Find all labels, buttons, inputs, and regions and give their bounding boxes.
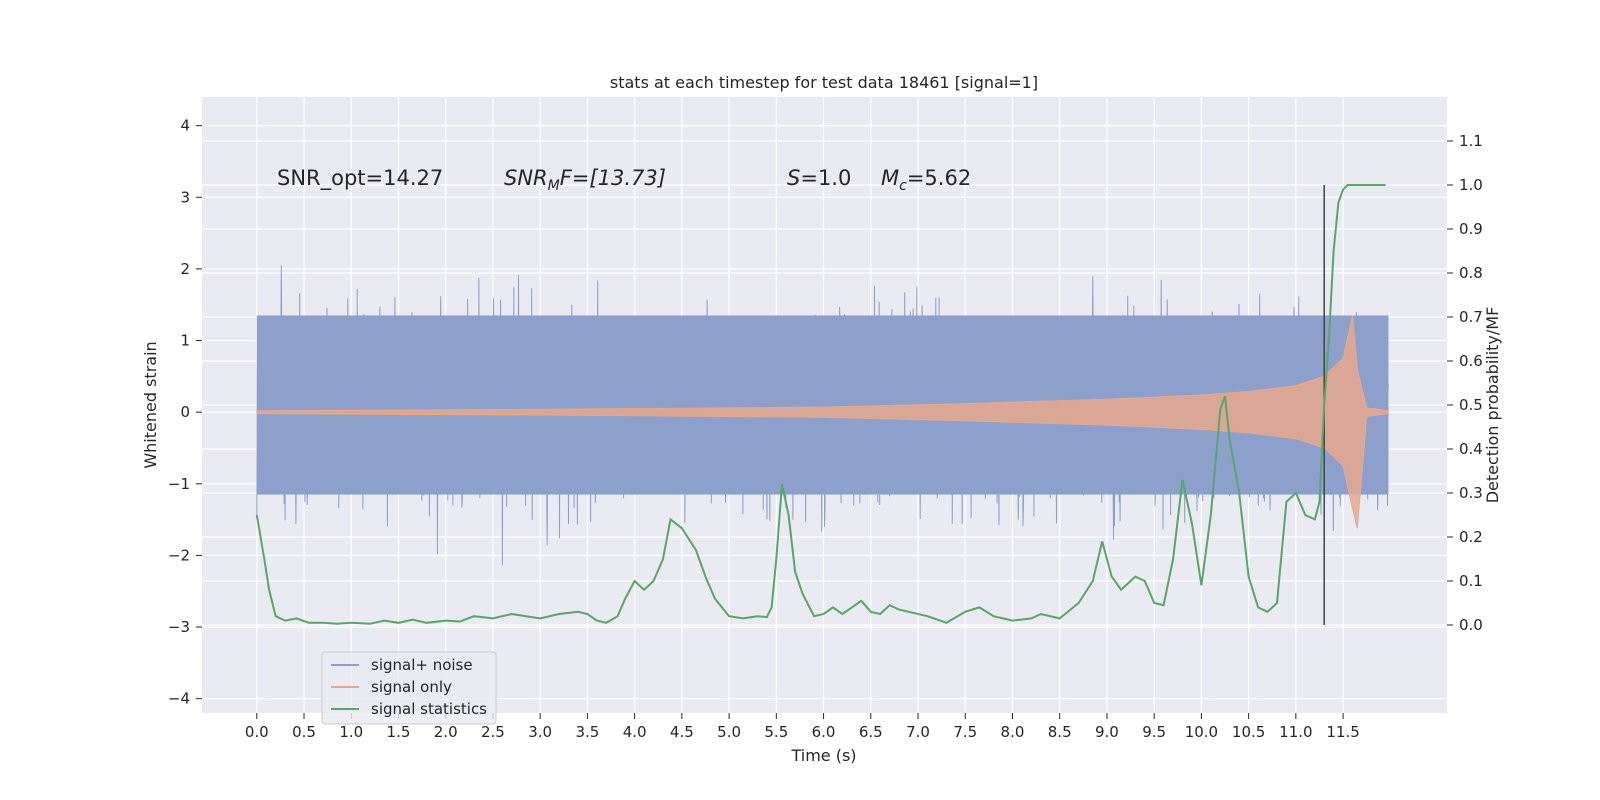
- x-tick-label: 11.0: [1279, 723, 1312, 741]
- axes: 0.0 0.5 1.0 1.5 2.0 2.5 3.0 3.5 4.0 4.5 5.0 5.5 6.0 6…: [168, 117, 1483, 741]
- legend-box: [321, 651, 497, 725]
- legend-label-signal-statistics: signal statistics: [371, 700, 487, 718]
- x-tick-label: 11.5: [1326, 723, 1359, 741]
- annotation-snr-mf-sub: M: [548, 178, 560, 194]
- annotation-mc-main: M: [881, 166, 899, 190]
- legend-label-signal-only: signal only: [371, 678, 452, 696]
- x-tick-label: 6.5: [859, 723, 883, 741]
- x-tick-label: 2.5: [481, 723, 505, 741]
- y-tick-label-left: 3: [180, 188, 190, 206]
- x-tick-label: 5.5: [764, 723, 788, 741]
- x-tick-label: 6.0: [812, 723, 836, 741]
- annotation-snr-opt: SNR_opt=14.27: [277, 166, 443, 191]
- series-signal-only: [256, 315, 1389, 529]
- data-layer: [255, 184, 1389, 625]
- y-tick-label-right: 0.4: [1459, 440, 1483, 458]
- x-tick-label: 1.5: [387, 723, 411, 741]
- annotation-snr-mf-rest-italic: F=[13.73]: [560, 166, 666, 190]
- y-axis-label-right: Detection probability/MF: [1483, 307, 1502, 504]
- y-tick-label-left: 1: [180, 332, 190, 350]
- x-tick-label: 3.5: [575, 723, 599, 741]
- x-tick-label: 10.0: [1185, 723, 1218, 741]
- annotation-s-rest: =1.0: [800, 166, 851, 190]
- x-tick-label: 0.5: [292, 723, 316, 741]
- annotation-mc: Mc=5.62: [881, 166, 971, 194]
- x-tick-label: 7.0: [906, 723, 930, 741]
- annotation-snr-mf-main: SNR: [504, 166, 548, 190]
- y-tick-label-left: −3: [168, 618, 190, 636]
- x-tick-label: 1.0: [339, 723, 363, 741]
- chart-title: stats at each timestep for test data 184…: [610, 73, 1038, 92]
- x-tick-label: 2.0: [434, 723, 458, 741]
- x-tick-label: 4.0: [623, 723, 647, 741]
- legend: signal+ noise signal only signal statist…: [321, 651, 497, 725]
- y-tick-label-right: 0.7: [1459, 308, 1483, 326]
- series-signal-statistics: [255, 184, 1386, 625]
- y-tick-label-left: 2: [180, 260, 190, 278]
- x-tick-label: 7.5: [953, 723, 977, 741]
- annotation-s: S=1.0: [787, 166, 851, 190]
- y-tick-label-left: 0: [180, 403, 190, 421]
- x-axis-label: Time (s): [790, 746, 856, 765]
- y-tick-label-left: −4: [168, 690, 190, 708]
- y-tick-label-right: 0.3: [1459, 484, 1483, 502]
- y-tick-label-left: −1: [168, 475, 190, 493]
- y-tick-label-right: 1.1: [1459, 132, 1483, 150]
- annotation-snr-mf: SNRMF=[13.73]: [504, 166, 666, 194]
- x-tick-label: 8.0: [1001, 723, 1025, 741]
- annotation-s-main: S: [787, 166, 800, 190]
- y-tick-label-right: 1.0: [1459, 176, 1483, 194]
- y-axis-label-left: Whitened strain: [141, 341, 160, 468]
- series-signal-noise: [256, 265, 1389, 565]
- x-tick-label: 5.0: [717, 723, 741, 741]
- x-tick-label: 3.0: [528, 723, 552, 741]
- annotation-mc-rest: =5.62: [907, 166, 971, 190]
- x-tick-label: 9.0: [1095, 723, 1119, 741]
- x-tick-label: 9.5: [1142, 723, 1166, 741]
- y-tick-label-right: 0.5: [1459, 396, 1483, 414]
- y-tick-label-left: 4: [180, 117, 190, 135]
- y-tick-label-right: 0.2: [1459, 528, 1483, 546]
- x-tick-label: 10.5: [1232, 723, 1265, 741]
- x-tick-label: 4.5: [670, 723, 694, 741]
- y-tick-label-right: 0.0: [1459, 616, 1483, 634]
- y-tick-label-right: 0.9: [1459, 220, 1483, 238]
- x-tick-label: 8.5: [1048, 723, 1072, 741]
- y-tick-label-right: 0.8: [1459, 264, 1483, 282]
- legend-label-signal-noise: signal+ noise: [371, 656, 473, 674]
- annotation-mc-sub: c: [899, 178, 907, 194]
- y-tick-label-right: 0.6: [1459, 352, 1483, 370]
- annotations: SNR_opt=14.27 SNRMF=[13.73] S=1.0 Mc=5.6…: [277, 166, 971, 194]
- x-tick-label: 0.0: [245, 723, 269, 741]
- y-tick-label-left: −2: [168, 546, 190, 564]
- y-tick-label-right: 0.1: [1459, 572, 1483, 590]
